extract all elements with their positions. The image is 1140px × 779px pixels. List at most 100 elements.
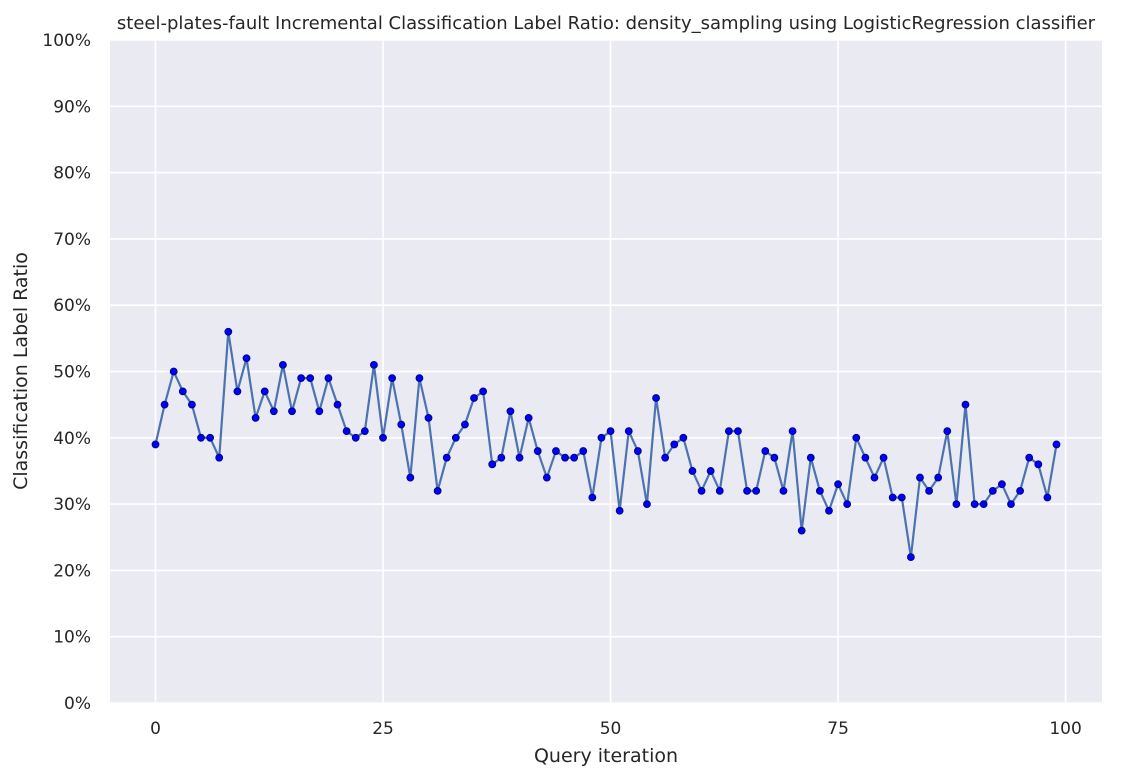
data-point: [579, 447, 588, 455]
data-point: [1025, 453, 1034, 462]
data-point: [870, 473, 879, 482]
x-tick-label: 100: [1049, 719, 1081, 739]
data-point: [688, 467, 697, 475]
data-point: [324, 374, 333, 383]
data-point: [661, 453, 670, 462]
y-tick-label: 20%: [53, 561, 91, 581]
data-point: [306, 374, 315, 383]
x-tick-label: 0: [150, 719, 161, 739]
y-axis-label: Classification Label Ratio: [10, 252, 32, 490]
y-tick-label: 100%: [42, 31, 91, 51]
y-tick-label: 10%: [53, 628, 91, 648]
series-group: [151, 327, 1061, 562]
data-point: [761, 447, 770, 455]
data-point: [297, 374, 306, 383]
x-axis-ticks: 0 25 50 75 100: [150, 719, 1082, 739]
data-point: [724, 427, 733, 436]
data-point: [633, 447, 642, 455]
data-point: [825, 506, 833, 515]
data-point: [806, 453, 815, 462]
y-tick-label: 30%: [53, 495, 91, 515]
data-point: [169, 367, 178, 376]
data-point: [570, 453, 579, 462]
data-point: [215, 453, 224, 462]
y-tick-label: 90%: [53, 97, 91, 117]
data-point: [269, 407, 278, 416]
data-point: [461, 420, 469, 429]
data-point: [779, 486, 788, 495]
data-point: [342, 427, 351, 436]
y-tick-label: 60%: [53, 296, 91, 316]
data-point: [379, 433, 387, 442]
data-point: [852, 433, 861, 442]
data-point: [206, 433, 215, 442]
data-point: [160, 400, 169, 409]
data-point: [743, 486, 751, 495]
data-point: [934, 473, 943, 482]
x-axis-label: Query iteration: [534, 745, 678, 767]
data-point: [615, 506, 624, 515]
data-point: [952, 500, 961, 509]
data-point: [624, 427, 633, 436]
data-point: [1016, 486, 1024, 495]
data-point: [788, 427, 797, 436]
data-point: [397, 420, 406, 429]
data-point: [406, 473, 415, 482]
data-point: [488, 460, 497, 469]
y-tick-label: 70%: [53, 230, 91, 250]
data-point: [1043, 493, 1052, 502]
data-point: [415, 374, 424, 383]
y-tick-label: 40%: [53, 429, 91, 449]
data-point: [988, 486, 997, 495]
data-point: [542, 473, 551, 482]
data-point: [797, 526, 806, 535]
data-point: [288, 407, 296, 416]
data-point: [970, 500, 979, 509]
x-tick-label: 75: [827, 719, 849, 739]
data-point: [997, 480, 1006, 489]
data-point: [1007, 500, 1015, 509]
data-point: [260, 387, 269, 396]
data-point: [670, 440, 679, 449]
data-point: [815, 486, 824, 495]
data-point: [979, 500, 988, 509]
data-point: [961, 400, 970, 409]
data-point: [734, 427, 742, 436]
data-point: [188, 400, 196, 409]
data-point: [479, 387, 488, 396]
y-axis-ticks: 0% 10% 20% 30% 40% 50% 60% 70% 80% 90% 100%: [42, 31, 91, 714]
data-point: [433, 486, 442, 495]
data-point: [315, 407, 324, 416]
data-point: [643, 500, 651, 509]
data-point: [242, 354, 251, 363]
data-point: [451, 433, 460, 442]
data-point: [533, 447, 542, 455]
data-point: [943, 427, 952, 436]
data-point: [151, 440, 160, 449]
data-point: [251, 414, 260, 422]
data-point: [1034, 460, 1043, 469]
data-point: [197, 433, 205, 442]
data-point: [224, 327, 233, 336]
data-point: [888, 493, 897, 502]
data-point: [351, 433, 360, 442]
data-point: [470, 394, 478, 402]
data-point: [424, 414, 433, 422]
data-point: [360, 427, 369, 436]
x-tick-label: 50: [600, 719, 622, 739]
data-point: [925, 486, 933, 495]
data-point: [652, 394, 660, 402]
data-point: [879, 453, 888, 462]
x-tick-label: 25: [372, 719, 394, 739]
data-point: [897, 493, 906, 502]
y-tick-label: 80%: [53, 164, 91, 184]
data-point: [706, 467, 715, 475]
data-point: [597, 433, 606, 442]
data-point: [588, 493, 597, 502]
data-point: [497, 453, 506, 462]
data-point: [370, 360, 378, 369]
data-point: [770, 453, 779, 462]
data-point: [843, 500, 852, 509]
chart-title: steel-plates-fault Incremental Classific…: [117, 13, 1096, 34]
